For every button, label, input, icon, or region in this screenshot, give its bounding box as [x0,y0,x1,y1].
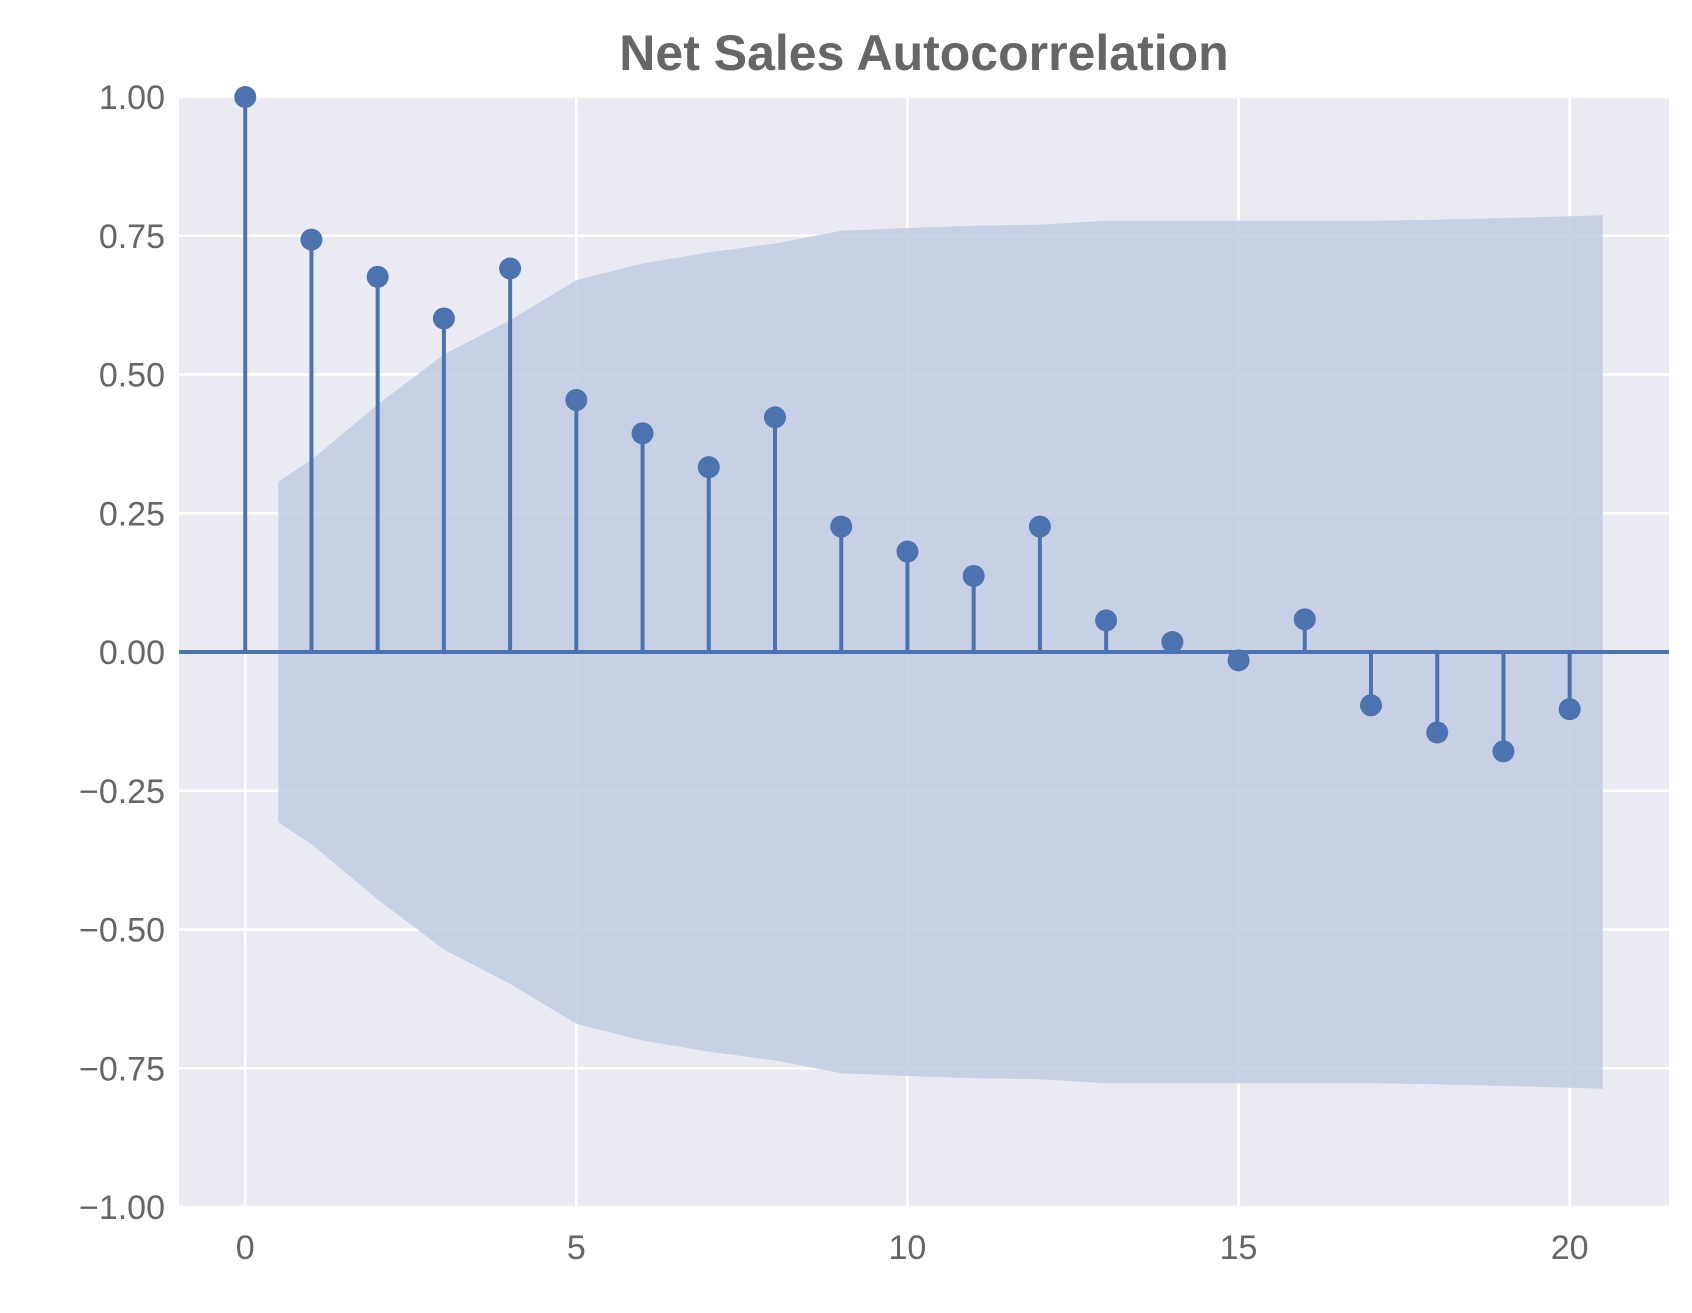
stem-marker [697,456,720,479]
stem-marker [1558,698,1581,721]
stem-marker [1095,609,1118,632]
stem-marker [1161,631,1184,654]
x-tick-label: 0 [236,1229,255,1267]
y-tick-label: 0.00 [99,634,165,672]
y-tick-label: −0.25 [79,773,165,811]
stem-marker [432,307,455,330]
stem-marker [1227,649,1250,672]
x-tick-label: 10 [889,1229,927,1267]
stem-marker [1426,721,1449,744]
x-tick-label: 5 [567,1229,586,1267]
y-tick-label: −0.50 [79,912,165,950]
stem-marker [962,564,985,587]
stem-marker [565,389,588,412]
y-axis-tick-labels: 1.00 0.75 0.50 0.25 0.00 −0.25 −0.50 −0.75 −1.00 [79,79,165,1227]
stem-marker [366,265,389,288]
y-tick-label: 1.00 [99,79,165,117]
stem-marker [300,228,323,251]
stem-marker [830,515,853,538]
x-tick-label: 15 [1220,1229,1258,1267]
stem-marker [234,86,257,108]
y-tick-label: −1.00 [79,1189,165,1227]
chart-title: Net Sales Autocorrelation [619,25,1228,81]
stem-marker [631,422,654,445]
stem-marker [499,257,522,280]
stem-marker [1360,694,1382,717]
stem-marker [1492,740,1515,763]
stem-marker [1028,515,1051,538]
y-tick-label: 0.50 [99,357,165,395]
x-tick-label: 20 [1551,1229,1589,1267]
y-tick-label: 0.75 [99,218,165,256]
stem-marker [1293,608,1316,631]
x-axis-tick-labels: 0 5 10 15 20 [236,1229,1589,1267]
stem-marker [764,406,786,429]
stem-layer [234,86,1581,763]
y-tick-label: −0.75 [79,1050,165,1088]
stem-marker [896,540,919,563]
y-tick-label: 0.25 [99,495,165,533]
